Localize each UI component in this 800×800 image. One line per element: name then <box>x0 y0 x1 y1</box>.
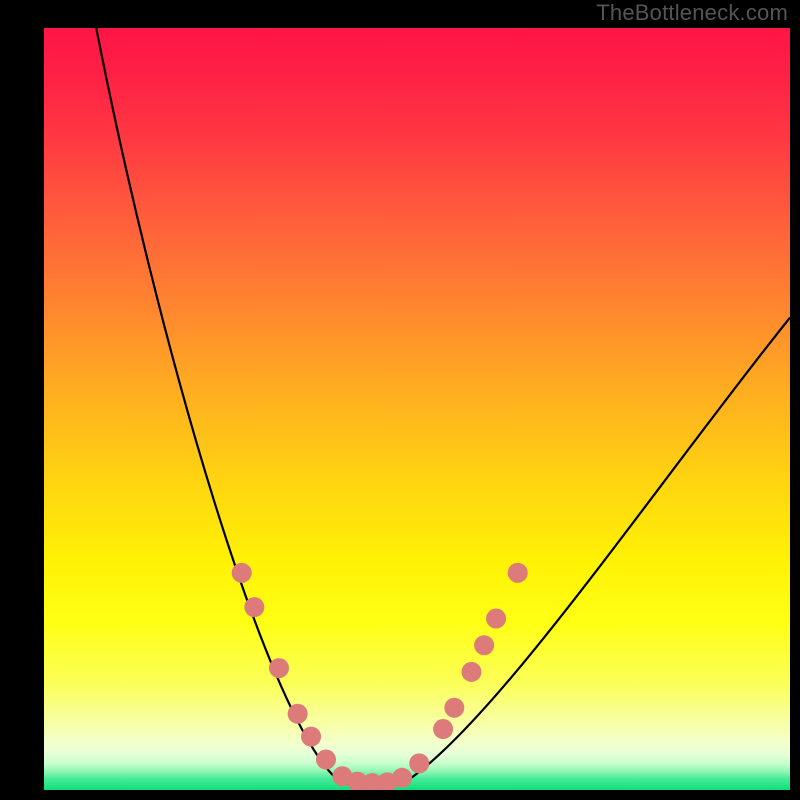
data-marker <box>269 658 289 678</box>
data-marker <box>486 609 506 629</box>
data-marker <box>444 698 464 718</box>
data-marker <box>474 635 494 655</box>
data-marker <box>244 597 264 617</box>
data-marker <box>316 750 336 770</box>
data-marker <box>232 563 252 583</box>
plot-area <box>44 28 790 790</box>
chart-root: TheBottleneck.com <box>0 0 800 800</box>
data-marker <box>288 704 308 724</box>
plot-svg <box>44 28 790 790</box>
data-marker <box>508 563 528 583</box>
watermark-text: TheBottleneck.com <box>596 0 788 26</box>
data-marker <box>433 719 453 739</box>
data-marker <box>461 662 481 682</box>
gradient-background <box>44 28 790 790</box>
data-marker <box>392 768 412 788</box>
data-marker <box>301 727 321 747</box>
data-marker <box>409 753 429 773</box>
